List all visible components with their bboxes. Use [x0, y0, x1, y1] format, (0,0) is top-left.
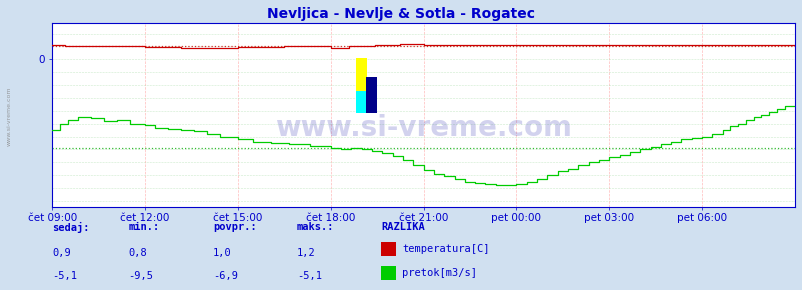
Text: 0,8: 0,8: [128, 248, 147, 258]
Text: www.si-vreme.com: www.si-vreme.com: [7, 86, 12, 146]
Text: 1,2: 1,2: [297, 248, 315, 258]
Text: pretok[m3/s]: pretok[m3/s]: [402, 268, 476, 278]
Text: -9,5: -9,5: [128, 271, 153, 281]
Text: Nevljica - Nevlje & Sotla - Rogatec: Nevljica - Nevlje & Sotla - Rogatec: [267, 7, 535, 21]
Text: sedaj:: sedaj:: [52, 222, 90, 233]
FancyBboxPatch shape: [365, 77, 376, 113]
FancyBboxPatch shape: [355, 91, 367, 113]
FancyBboxPatch shape: [355, 58, 367, 95]
Text: povpr.:: povpr.:: [213, 222, 256, 232]
Text: 1,0: 1,0: [213, 248, 231, 258]
Text: www.si-vreme.com: www.si-vreme.com: [275, 114, 571, 142]
Text: -5,1: -5,1: [297, 271, 322, 281]
Text: maks.:: maks.:: [297, 222, 334, 232]
Text: -5,1: -5,1: [52, 271, 77, 281]
Text: 0,9: 0,9: [52, 248, 71, 258]
Text: -6,9: -6,9: [213, 271, 237, 281]
Text: RAZLIKA: RAZLIKA: [381, 222, 424, 232]
Text: temperatura[C]: temperatura[C]: [402, 244, 489, 254]
Text: min.:: min.:: [128, 222, 160, 232]
